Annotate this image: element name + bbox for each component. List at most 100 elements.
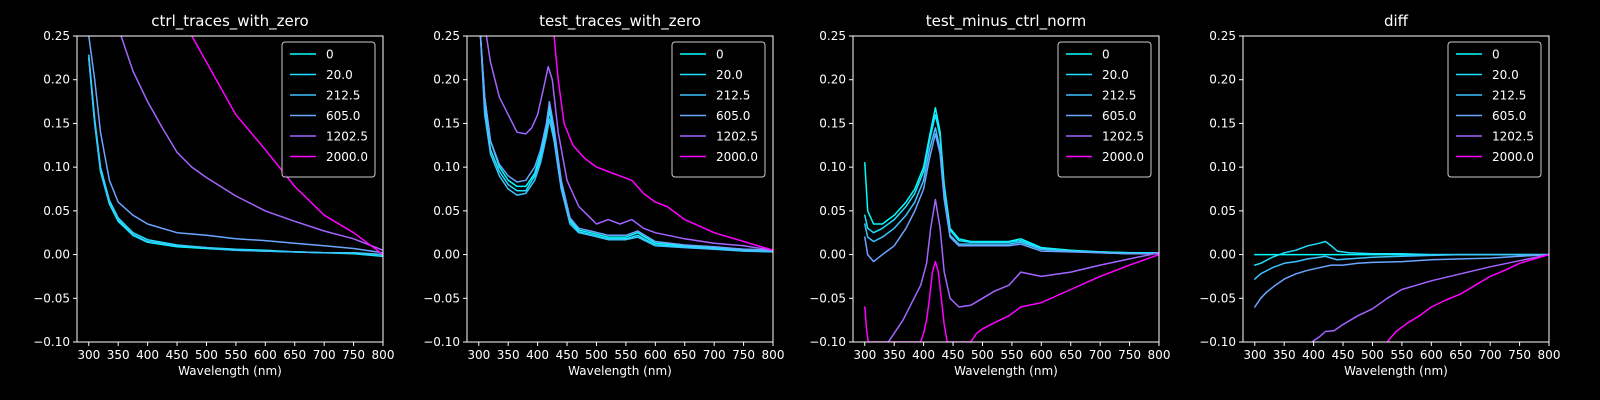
y-tick-label: 0.10: [1209, 160, 1236, 174]
x-axis-label: Wavelength (nm): [178, 364, 282, 378]
chart-title: test_traces_with_zero: [539, 12, 701, 31]
y-tick-label: −0.10: [423, 335, 460, 349]
x-tick-label: 700: [1479, 348, 1502, 362]
legend-box: [281, 41, 376, 178]
series-line-2000.0: [191, 36, 383, 256]
chart-title: diff: [1384, 12, 1409, 30]
chart-panel-3: 300 350 400 450 500 550 600 650 700 750 800 −0.10 −0…: [1199, 12, 1560, 378]
legend-box: [671, 41, 766, 178]
y-tick-label: 0.10: [433, 160, 460, 174]
x-tick-label: 350: [1273, 348, 1296, 362]
series-line-2000.0: [1386, 253, 1549, 342]
x-tick-label: 450: [556, 348, 579, 362]
legend-label: 0: [716, 48, 724, 62]
legend-box: [1057, 41, 1152, 178]
legend-label: 0: [326, 48, 334, 62]
legend-label: 212.5: [1102, 89, 1136, 103]
legend: 0 20.0 212.5 605.0 1202.5 2000.0: [671, 41, 766, 178]
legend-label: 2000.0: [716, 150, 758, 164]
legend-label: 605.0: [326, 109, 360, 123]
x-tick-label: 350: [883, 348, 906, 362]
y-tick-label: 0.00: [819, 248, 846, 262]
legend-label: 605.0: [716, 109, 750, 123]
x-tick-label: 400: [912, 348, 935, 362]
x-tick-label: 650: [1059, 348, 1082, 362]
y-tick-label: 0.20: [43, 73, 70, 87]
x-tick-label: 750: [1508, 348, 1531, 362]
x-tick-label: 300: [1243, 348, 1266, 362]
legend-label: 0: [1102, 48, 1110, 62]
y-tick-label: 0.25: [1209, 29, 1236, 43]
series-line-605.0: [479, 36, 773, 251]
legend-label: 212.5: [326, 89, 360, 103]
y-tick-label: −0.10: [1199, 335, 1236, 349]
legend-label: 1202.5: [326, 130, 368, 144]
x-tick-label: 750: [1118, 348, 1141, 362]
chart-title: ctrl_traces_with_zero: [151, 12, 308, 31]
legend-label: 605.0: [1102, 109, 1136, 123]
legend-label: 212.5: [1492, 89, 1526, 103]
x-tick-label: 600: [1420, 348, 1443, 362]
x-tick-label: 600: [644, 348, 667, 362]
series-group: [88, 36, 383, 258]
series-line-2000.0: [864, 253, 1159, 342]
legend-label: 20.0: [716, 68, 743, 82]
y-tick-label: 0.15: [43, 116, 70, 130]
y-tick-label: 0.05: [433, 204, 460, 218]
legend-label: 20.0: [326, 68, 353, 82]
y-tick-label: 0.20: [819, 73, 846, 87]
x-tick-label: 400: [1302, 348, 1325, 362]
y-tick-label: −0.05: [423, 291, 460, 305]
y-tick-label: 0.00: [43, 248, 70, 262]
y-tick-label: −0.10: [809, 335, 846, 349]
legend: 0 20.0 212.5 605.0 1202.5 2000.0: [1447, 41, 1542, 178]
x-tick-label: 700: [1089, 348, 1112, 362]
x-tick-label: 750: [732, 348, 755, 362]
series-line-1202.5: [887, 198, 1159, 342]
x-tick-label: 600: [1030, 348, 1053, 362]
x-axis-label: Wavelength (nm): [568, 364, 672, 378]
x-tick-label: 800: [1538, 348, 1561, 362]
x-tick-label: 500: [971, 348, 994, 362]
legend: 0 20.0 212.5 605.0 1202.5 2000.0: [1057, 41, 1152, 178]
x-tick-label: 500: [195, 348, 218, 362]
legend-label: 2000.0: [1492, 150, 1534, 164]
series-line-605.0: [864, 133, 1159, 263]
x-tick-label: 800: [1148, 348, 1171, 362]
x-tick-label: 350: [497, 348, 520, 362]
legend-label: 0: [1492, 48, 1500, 62]
legend-label: 2000.0: [326, 150, 368, 164]
y-tick-label: 0.10: [819, 160, 846, 174]
legend-label: 605.0: [1492, 109, 1526, 123]
chart-title: test_minus_ctrl_norm: [926, 12, 1087, 31]
axes-frame: [466, 35, 774, 343]
series-line-212.5: [1254, 253, 1549, 280]
x-tick-label: 500: [1361, 348, 1384, 362]
y-tick-label: 0.05: [819, 204, 846, 218]
legend-box: [1447, 41, 1542, 178]
x-tick-label: 350: [107, 348, 130, 362]
x-axis-label: Wavelength (nm): [954, 364, 1058, 378]
x-tick-label: 450: [942, 348, 965, 362]
legend-label: 212.5: [716, 89, 750, 103]
series-line-1202.5: [120, 36, 383, 251]
legend-label: 1202.5: [1492, 130, 1534, 144]
x-tick-label: 550: [1000, 348, 1023, 362]
y-tick-label: −0.10: [33, 335, 70, 349]
series-group: [864, 106, 1159, 342]
legend-label: 1202.5: [716, 130, 758, 144]
series-group: [1254, 240, 1549, 342]
series-line-212.5: [88, 57, 383, 256]
y-tick-label: 0.25: [433, 29, 460, 43]
chart-panel-0: 300 350 400 450 500 550 600 650 700 750 800 −0.10 −0…: [33, 12, 394, 378]
series-line-212.5: [479, 36, 773, 253]
legend: 0 20.0 212.5 605.0 1202.5 2000.0: [281, 41, 376, 178]
series-group: [479, 36, 773, 253]
y-tick-label: 0.05: [43, 204, 70, 218]
axes-frame: [1242, 35, 1550, 343]
x-tick-label: 800: [372, 348, 395, 362]
axes-frame: [76, 35, 384, 343]
x-tick-label: 550: [614, 348, 637, 362]
x-tick-label: 450: [1332, 348, 1355, 362]
